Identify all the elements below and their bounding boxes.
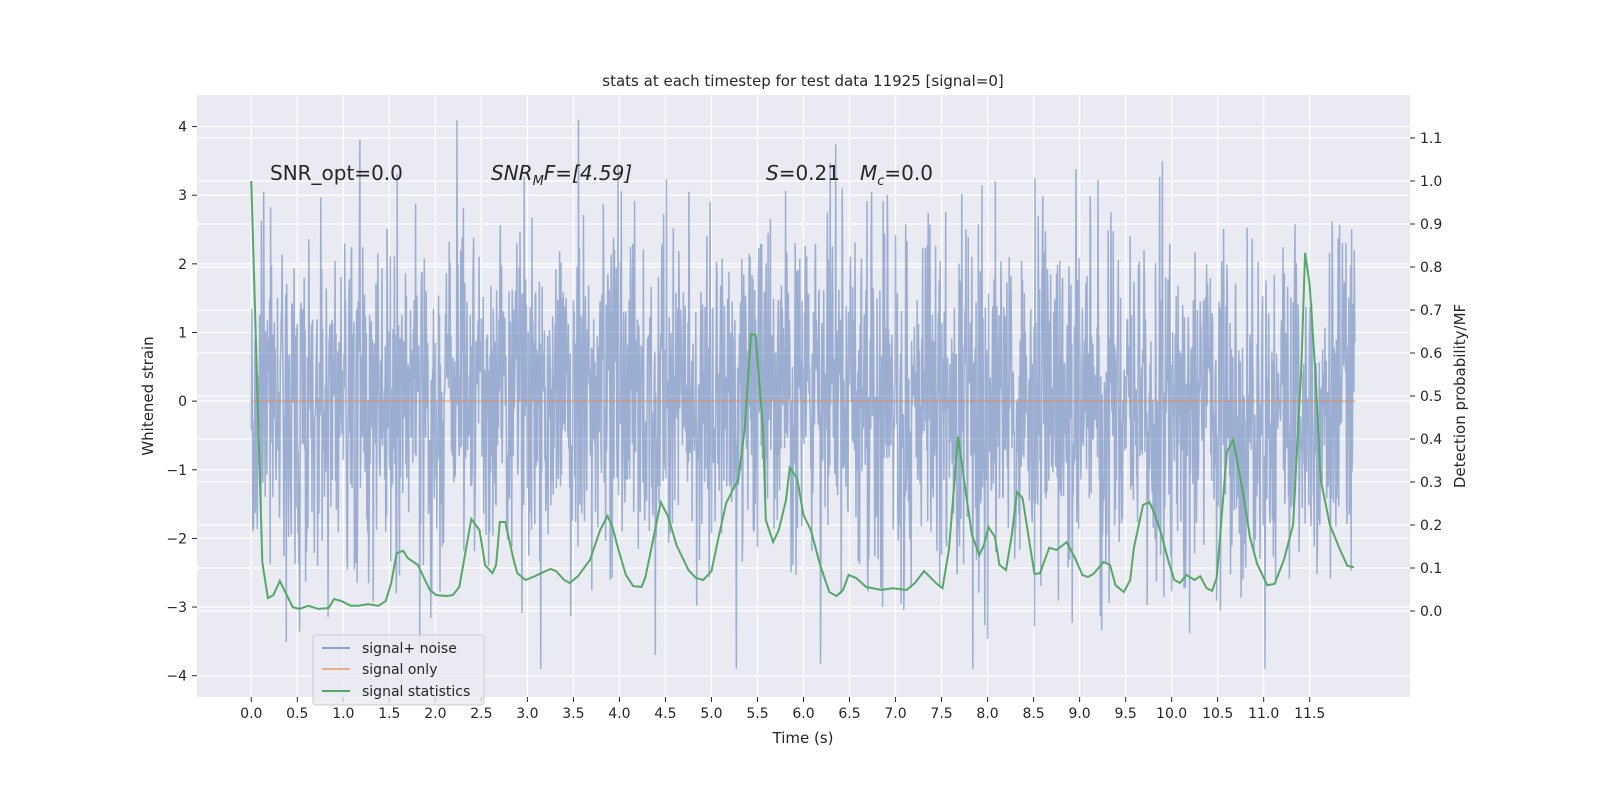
x-tick-label: 5.0 [700, 706, 722, 722]
x-tick-label: 9.5 [1114, 706, 1136, 722]
x-tick-label: 9.0 [1068, 706, 1090, 722]
x-tick-label: 5.5 [746, 706, 768, 722]
annotation-s: S=0.21 [766, 161, 840, 185]
annotation-mc: Mc=0.0 [860, 161, 933, 189]
y-tick-label: 1 [178, 326, 187, 342]
s-main: S [766, 161, 779, 185]
x-tick-label: 0.5 [286, 706, 308, 722]
y-right-tick-label: 1.0 [1420, 174, 1442, 190]
y-tick-label: −2 [166, 531, 187, 547]
y-axis-ticks: −4 −3 −2 −1 0 1 2 3 4 [166, 120, 197, 685]
x-tick-label: 11.0 [1248, 706, 1279, 722]
x-tick-label: 2.5 [470, 706, 492, 722]
y-right-tick-label: 0.5 [1420, 389, 1442, 405]
y-right-axis-ticks: 0.0 0.1 0.2 0.3 0.4 0.5 0.6 0.7 0.8 0.9 1.0 1.1 [1410, 131, 1442, 620]
mc-main: M [860, 161, 877, 185]
x-tick-label: 1.5 [378, 706, 400, 722]
y-tick-label: −4 [166, 669, 187, 685]
snr-mf-main: SNR [491, 161, 533, 185]
x-tick-label: 7.0 [884, 706, 906, 722]
legend-box [312, 634, 485, 706]
annotation-snr-opt: SNR_opt=0.0 [270, 161, 403, 185]
snr-mf-sub: M [533, 174, 544, 189]
y-right-tick-label: 0.2 [1420, 518, 1442, 534]
signal-noise-path [250, 119, 1356, 669]
legend-label-signal-only: signal only [362, 662, 437, 678]
y-right-tick-label: 0.6 [1420, 346, 1442, 362]
s-rest: =0.21 [779, 161, 840, 185]
x-tick-label: 0.0 [240, 706, 262, 722]
y-right-axis-label: Detection probability/MF [1451, 304, 1469, 488]
legend-label-signal-noise: signal+ noise [362, 641, 457, 657]
x-tick-label: 8.5 [1022, 706, 1044, 722]
x-tick-label: 11.5 [1294, 706, 1325, 722]
snr-mf-rest: F=[4.59] [544, 161, 632, 185]
y-right-tick-label: 0.7 [1420, 303, 1442, 319]
y-right-tick-label: 0.9 [1420, 217, 1442, 233]
y-tick-label: 3 [178, 188, 187, 204]
x-tick-label: 10.0 [1156, 706, 1187, 722]
y-right-tick-label: 0.3 [1420, 475, 1442, 491]
series-signal-statistics [250, 180, 1355, 610]
y-right-tick-label: 0.8 [1420, 260, 1442, 276]
annotation-snr-mf: SNRMF=[4.59] [491, 161, 632, 189]
x-tick-label: 3.5 [562, 706, 584, 722]
series-signal-noise [250, 119, 1356, 669]
x-tick-label: 7.5 [930, 706, 952, 722]
y-tick-label: 0 [178, 394, 187, 410]
y-axis-label: Whitened strain [139, 336, 157, 455]
x-tick-label: 2.0 [424, 706, 446, 722]
mc-sub: c [877, 174, 884, 189]
y-right-tick-label: 1.1 [1420, 131, 1442, 147]
x-tick-label: 10.5 [1202, 706, 1233, 722]
x-axis-ticks: 0.0 0.5 1.0 1.5 2.0 2.5 3.0 3.5 4.0 4.5 5.0 5.5 6.0 6… [240, 697, 1325, 722]
x-tick-label: 8.0 [976, 706, 998, 722]
y-tick-label: −1 [166, 463, 187, 479]
y-tick-label: 2 [178, 257, 187, 273]
x-tick-label: 4.0 [608, 706, 630, 722]
x-axis-label: Time (s) [772, 729, 834, 747]
chart-title: stats at each timestep for test data 119… [602, 72, 1003, 90]
y-right-tick-label: 0.1 [1420, 561, 1442, 577]
legend-label-signal-statistics: signal statistics [362, 684, 470, 700]
mc-rest: =0.0 [884, 161, 933, 185]
x-tick-label: 1.0 [332, 706, 354, 722]
y-right-tick-label: 0.0 [1420, 604, 1442, 620]
y-tick-label: −3 [166, 600, 187, 616]
x-tick-label: 3.0 [516, 706, 538, 722]
x-tick-label: 6.0 [792, 706, 814, 722]
y-tick-label: 4 [178, 120, 187, 136]
x-tick-label: 6.5 [838, 706, 860, 722]
x-tick-label: 4.5 [654, 706, 676, 722]
y-right-tick-label: 0.4 [1420, 432, 1442, 448]
legend: signal+ noise signal only signal statist… [312, 634, 485, 706]
